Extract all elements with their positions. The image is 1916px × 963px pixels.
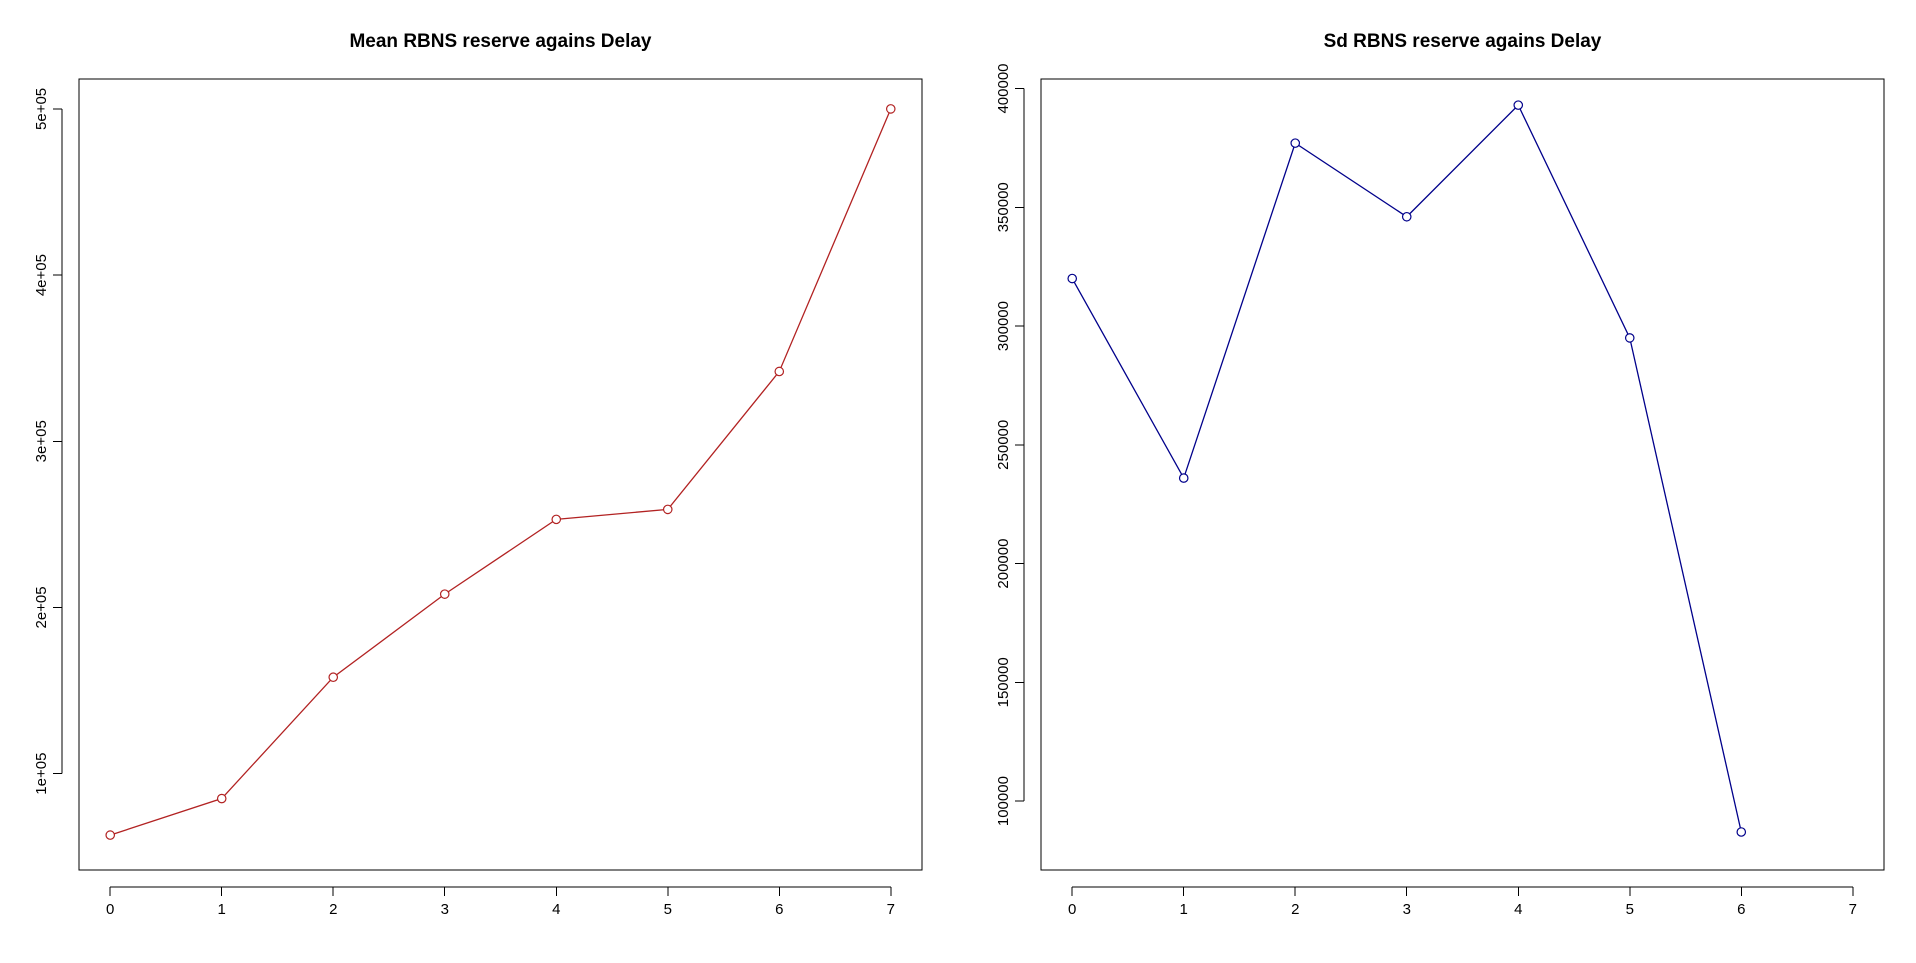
data-point-mean xyxy=(105,830,116,840)
data-point-sd xyxy=(1624,333,1635,343)
data-point-sd xyxy=(1736,827,1747,837)
x-tick-label-mean: 7 xyxy=(887,901,895,918)
plot-frame-sd xyxy=(1040,78,1885,871)
data-point-mean xyxy=(328,672,339,683)
data-point-mean xyxy=(551,514,562,525)
y-tick-label-sd: 350000 xyxy=(995,182,1012,232)
x-tick-label-sd: 7 xyxy=(1849,901,1857,918)
y-tick-label-sd: 150000 xyxy=(995,657,1012,707)
y-tick-label-mean: 5e+05 xyxy=(33,88,50,130)
data-point-mean xyxy=(662,504,673,515)
data-point-sd xyxy=(1401,211,1412,222)
y-tick-label-mean: 3e+05 xyxy=(33,420,50,462)
data-point-sd xyxy=(1067,273,1078,284)
y-tick-label-sd: 400000 xyxy=(995,63,1012,113)
data-point-sd xyxy=(1178,473,1189,483)
x-tick-label-mean: 0 xyxy=(106,901,114,918)
y-tick-label-sd: 300000 xyxy=(995,301,1012,351)
series-line-mean xyxy=(110,108,892,836)
data-point-sd xyxy=(1290,138,1301,148)
x-tick-label-sd: 3 xyxy=(1403,901,1411,918)
x-tick-label-mean: 1 xyxy=(218,901,226,918)
data-point-mean xyxy=(216,793,227,804)
y-tick-label-mean: 4e+05 xyxy=(33,254,50,296)
x-tick-label-sd: 4 xyxy=(1514,901,1522,918)
x-tick-label-mean: 4 xyxy=(552,901,560,918)
y-tick-label-mean: 2e+05 xyxy=(33,586,50,628)
y-tick-label-sd: 200000 xyxy=(995,539,1012,589)
chart-title-sd: Sd RBNS reserve agains Delay xyxy=(1324,31,1602,52)
x-tick-label-mean: 2 xyxy=(329,901,337,918)
chart-mean-rbns: Mean RBNS reserve agains Delay 0 1 2 3 4 5 6 7 1e… xyxy=(33,31,923,918)
data-point-mean xyxy=(885,104,896,114)
data-point-mean xyxy=(439,589,450,599)
chart-title-mean: Mean RBNS reserve agains Delay xyxy=(349,31,651,52)
x-tick-label-sd: 0 xyxy=(1068,901,1076,918)
data-point-sd xyxy=(1513,100,1524,110)
x-tick-label-sd: 2 xyxy=(1291,901,1299,918)
x-tick-label-mean: 6 xyxy=(775,901,783,918)
plot-frame-mean xyxy=(78,78,923,871)
x-tick-label-mean: 3 xyxy=(441,901,449,918)
x-tick-label-sd: 6 xyxy=(1737,901,1745,918)
data-point-mean xyxy=(774,366,785,377)
x-tick-label-sd: 5 xyxy=(1626,901,1634,918)
x-tick-label-sd: 1 xyxy=(1180,901,1188,918)
y-tick-label-sd: 100000 xyxy=(995,776,1012,826)
chart-sd-rbns: Sd RBNS reserve agains Delay 0 1 2 3 4 5 6 7 1000… xyxy=(995,31,1885,918)
y-tick-label-mean: 1e+05 xyxy=(33,753,50,795)
y-tick-label-sd: 250000 xyxy=(995,420,1012,470)
x-tick-label-mean: 5 xyxy=(664,901,672,918)
